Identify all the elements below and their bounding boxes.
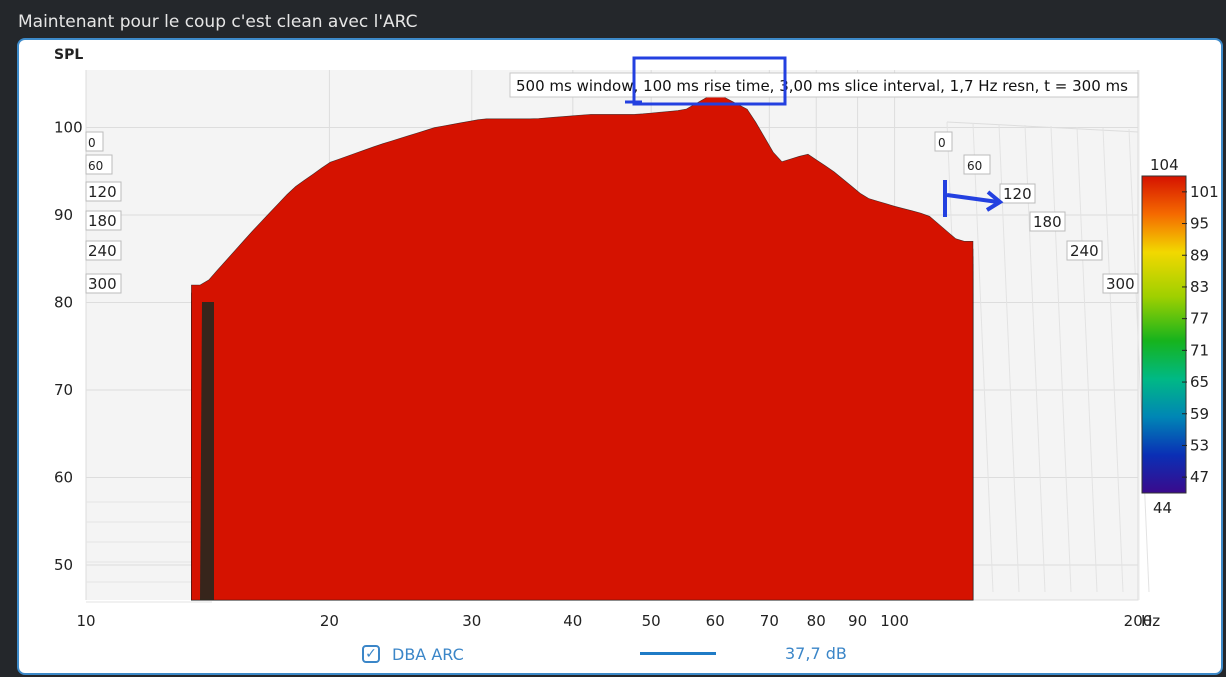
time-label-left: 120 — [88, 183, 117, 201]
y-tick-label: 100 — [54, 119, 83, 137]
colorbar-tick-label: 101 — [1190, 183, 1219, 201]
waterfall-surface — [191, 93, 974, 601]
info-box-text: 500 ms window, 100 ms rise time, 3,00 ms… — [516, 77, 1128, 95]
colorbar-tick-label: 83 — [1190, 278, 1209, 296]
x-tick-label: 50 — [642, 612, 661, 630]
waterfall-chart: 100 90 80 70 60 50 SPL 10 20 30 40 50 60 70 80 90 100 200… — [54, 47, 1219, 630]
colorbar-tick-label: 59 — [1190, 405, 1209, 423]
time-label-left: 180 — [88, 212, 117, 230]
y-tick-label: 60 — [54, 469, 73, 487]
time-label-right: 180 — [1033, 213, 1062, 231]
colorbar: 104 44 101 95 89 83 77 71 65 59 53 47 — [1141, 156, 1219, 517]
y-tick-label: 70 — [54, 381, 73, 399]
axes: 100 90 80 70 60 50 SPL 10 20 30 40 50 60 70 80 90 100 200… — [54, 47, 1160, 630]
legend-line-swatch — [640, 652, 716, 655]
colorbar-tick-label: 47 — [1190, 468, 1209, 486]
x-tick-label: 90 — [848, 612, 867, 630]
x-tick-label: 10 — [76, 612, 95, 630]
colorbar-tick-label: 53 — [1190, 436, 1209, 454]
colorbar-tick-label: 71 — [1190, 341, 1209, 359]
time-label-right: 300 — [1106, 275, 1135, 293]
annotation-rectangle — [632, 56, 787, 106]
colorbar-tick-label: 77 — [1190, 310, 1209, 328]
colorbar-tick-label: 89 — [1190, 246, 1209, 264]
x-tick-label: 200 — [1124, 612, 1153, 630]
x-tick-label: 30 — [462, 612, 481, 630]
time-label-left: 300 — [88, 275, 117, 293]
x-tick-label: 80 — [807, 612, 826, 630]
colorbar-max-label: 104 — [1150, 156, 1179, 174]
y-tick-label: 80 — [54, 294, 73, 312]
time-label-right: 120 — [1003, 185, 1032, 203]
y-tick-label: 90 — [54, 206, 73, 224]
x-tick-label: 20 — [320, 612, 339, 630]
annotation-arrow — [943, 180, 1004, 217]
y-tick-label: 50 — [54, 556, 73, 574]
time-label-right: 240 — [1070, 242, 1099, 260]
x-axis-unit: Hz — [1141, 612, 1160, 630]
time-label-left: 60 — [88, 159, 103, 173]
chart-panel: 100 90 80 70 60 50 SPL 10 20 30 40 50 60 70 80 90 100 200… — [17, 38, 1223, 675]
legend-series-label: DBA ARC — [392, 644, 464, 664]
legend-value: 37,7 dB — [785, 644, 847, 663]
post-title: Maintenant pour le coup c'est clean avec… — [18, 12, 418, 32]
time-label-right: 60 — [967, 159, 982, 173]
x-tick-label: 40 — [563, 612, 582, 630]
time-label-left: 0 — [88, 136, 96, 150]
x-tick-label: 60 — [706, 612, 725, 630]
info-box: 500 ms window, 100 ms rise time, 3,00 ms… — [509, 72, 1139, 98]
time-label-right: 0 — [938, 136, 946, 150]
y-axis-label: SPL — [54, 47, 83, 63]
legend: ✓ DBA ARC 37,7 dB — [362, 640, 847, 668]
colorbar-tick-label: 65 — [1190, 373, 1209, 391]
time-label-left: 240 — [88, 242, 117, 260]
x-tick-label: 100 — [880, 612, 909, 630]
dba-arc-checkbox[interactable]: ✓ — [362, 645, 380, 663]
colorbar-min-label: 44 — [1153, 499, 1172, 517]
x-tick-label: 70 — [760, 612, 779, 630]
colorbar-tick-label: 95 — [1190, 215, 1209, 233]
